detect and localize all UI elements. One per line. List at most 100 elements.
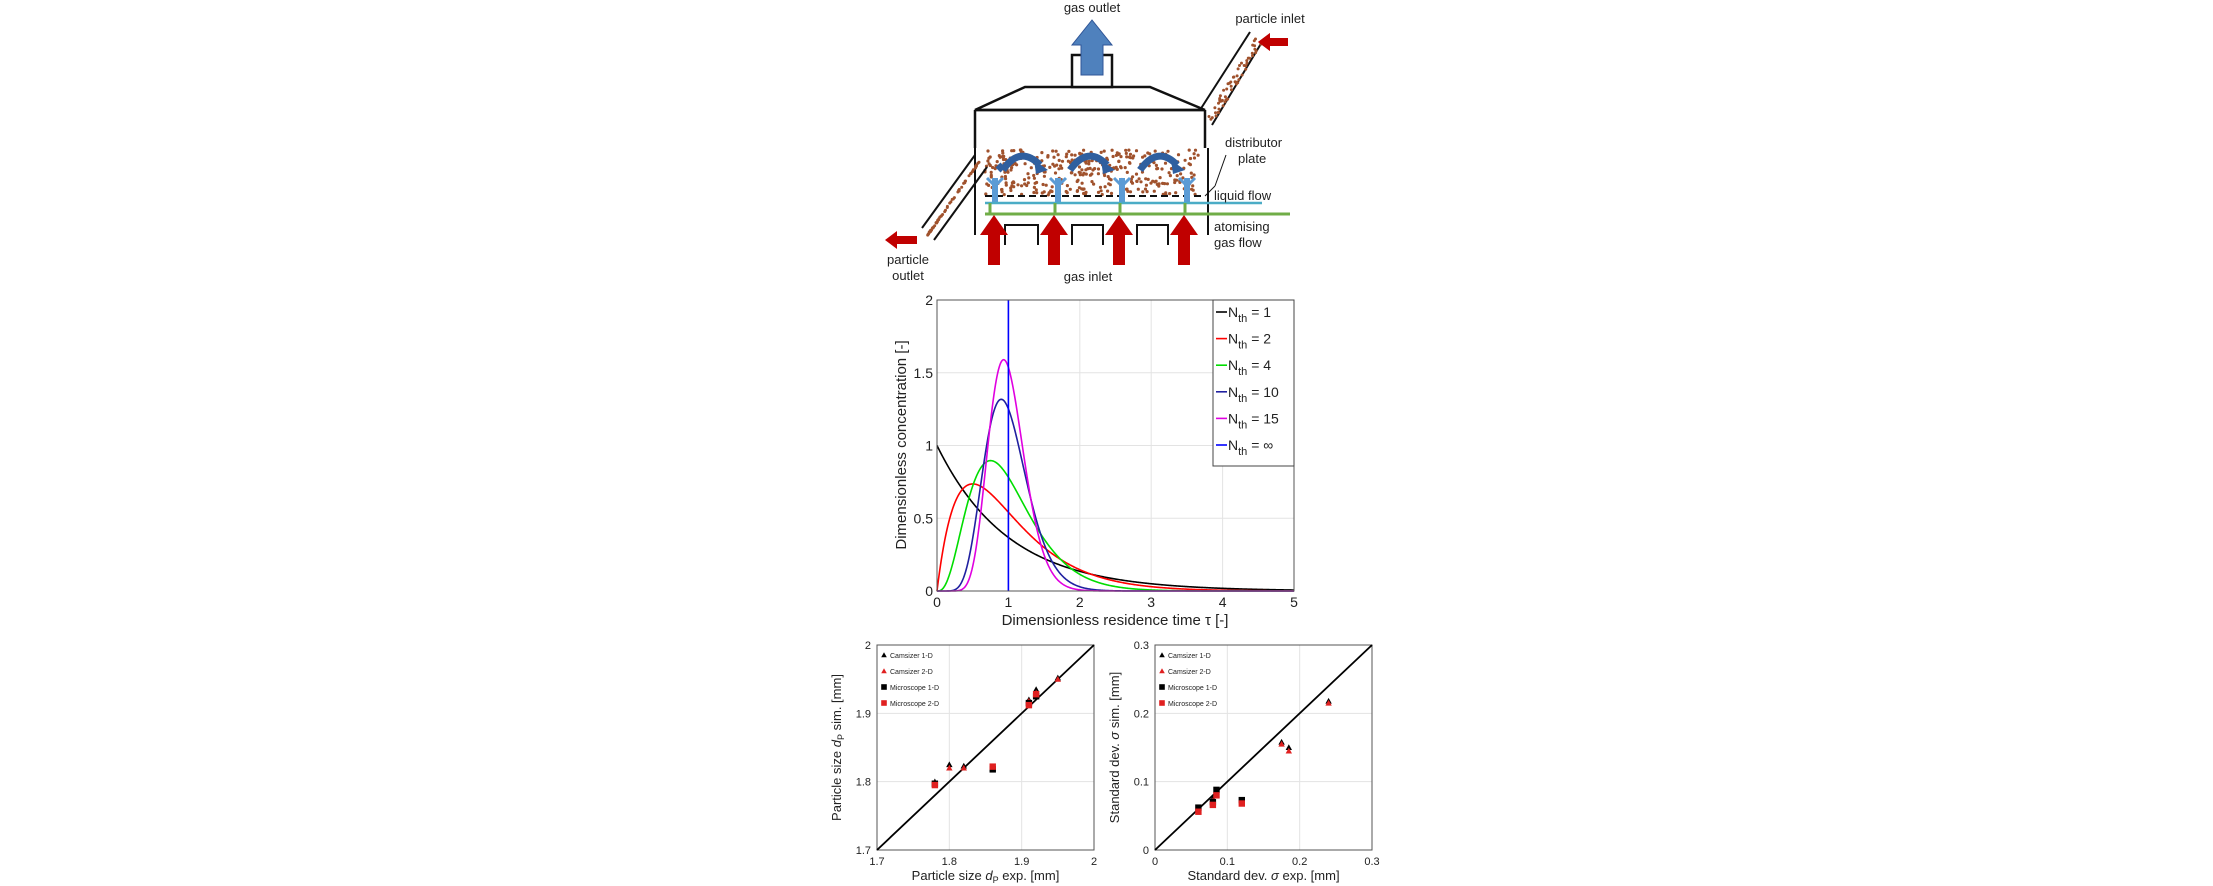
particle-dot [1084, 172, 1088, 176]
particle-dot [1124, 187, 1128, 191]
particle-dot [1046, 193, 1050, 197]
particle-dot [1067, 149, 1071, 153]
particle-dot [1193, 148, 1198, 152]
particle-dot [1042, 190, 1046, 194]
particle-dot [1253, 47, 1257, 51]
particle-dot [1064, 155, 1068, 159]
particle-dot [1192, 173, 1196, 177]
particle-dot [1082, 171, 1086, 175]
rtd-legend-box [1212, 299, 1295, 467]
particle-dot [927, 230, 931, 234]
particle-dot [1032, 190, 1036, 195]
psize-legend-entry: Camsizer 2-D [890, 669, 933, 676]
particle-dot [937, 218, 941, 222]
particle-dot [1209, 117, 1213, 121]
particle-dot [1127, 148, 1131, 152]
particle-dot [1053, 171, 1058, 175]
particle-dot [1064, 189, 1068, 194]
psize-point-camsizer-2-d [1054, 675, 1062, 682]
psize-legend-entry: Camsizer 1-D [890, 653, 933, 660]
psize-x-tick-label: 1.7 [869, 856, 884, 868]
stddev-point-microscope-2-d [1195, 808, 1202, 815]
particle-dot [1187, 162, 1191, 166]
rtd-x-axis-title: Dimensionless residence time τ [-] [1002, 612, 1229, 629]
particle-dot [1096, 172, 1100, 176]
particle-dot [1123, 166, 1127, 170]
particle-dot [1164, 191, 1168, 195]
stddev-legend-entry: Camsizer 1-D [1168, 653, 1211, 660]
particle-dot [1002, 193, 1006, 197]
stddev-y-axis-title: Standard dev. σ sim. [mm] [1107, 672, 1122, 823]
stddev-legend-entry: Microscope 2-D [1168, 701, 1217, 708]
particle-dot [973, 166, 977, 170]
particle-dot [1131, 175, 1135, 179]
psize-point-camsizer-1-d [946, 761, 953, 768]
psize-legend-marker [881, 668, 887, 674]
particle-dot [1023, 182, 1027, 186]
particle-dot [1217, 107, 1221, 111]
particle-dot [1155, 167, 1159, 171]
particle-dot [1060, 159, 1065, 163]
particle-dot [1196, 153, 1200, 157]
particle-dot [949, 200, 953, 204]
particle-dot [1060, 166, 1064, 170]
particle-dot [1176, 153, 1181, 157]
stddev-point-camsizer-2-d [1278, 740, 1285, 747]
particle-dot [1167, 171, 1171, 175]
particle-dot [1254, 37, 1257, 41]
particle-dot [1192, 152, 1196, 156]
particle-dot [1181, 176, 1185, 180]
particle-dot [1145, 190, 1149, 194]
particle-dot [1040, 151, 1044, 155]
particle-dot [997, 154, 1001, 158]
particle-dot [1163, 182, 1167, 186]
stddev-y-tick-label: 0 [1143, 845, 1149, 857]
stddev-x-tick-label: 0.2 [1292, 856, 1307, 868]
particle-dot [1174, 191, 1178, 195]
particle-dot [1168, 192, 1172, 196]
particle-dot [945, 206, 949, 209]
particle-dot [1084, 190, 1088, 194]
particle-dot [1245, 59, 1249, 63]
particle-dot [984, 164, 989, 168]
particle-outlet-arrow-icon [895, 236, 917, 244]
particle-dot [1078, 173, 1082, 177]
chamber-lid [974, 85, 1206, 112]
particle-dot [1115, 167, 1119, 171]
spray-nozzles [985, 176, 1197, 203]
particle-dot [1099, 150, 1103, 154]
particle-dot [1082, 187, 1086, 191]
rtd-y-axis-title: Dimensionless concentration [-] [893, 340, 910, 549]
psize-x-tick-label: 2 [1091, 856, 1097, 868]
particle-dot [1173, 178, 1177, 182]
particle-dot [1032, 176, 1036, 180]
particle-dot [1075, 179, 1079, 184]
stddev-legend-entry: Camsizer 2-D [1168, 669, 1211, 676]
particle-dot [932, 225, 936, 229]
particle-dot [1077, 170, 1081, 174]
particle-dot [1073, 173, 1077, 177]
rtd-legend-entry: Nth = ∞ [1228, 437, 1273, 458]
rtd-x-tick-label: 3 [1147, 594, 1155, 610]
particle-dot [1029, 166, 1033, 170]
distributor-plate-label-2: plate [1238, 151, 1266, 166]
stddev-legend-marker [1159, 684, 1165, 690]
particle-dot [1042, 174, 1046, 178]
particle-dot [1110, 148, 1114, 152]
particle-dot [1077, 165, 1082, 169]
particle-dot [1236, 67, 1240, 71]
particle-dot [1098, 185, 1103, 189]
particle-dot [1090, 180, 1094, 184]
particle-bed [983, 148, 1200, 197]
particle-dot [1119, 155, 1123, 159]
particle-dot [1115, 151, 1119, 155]
particle-dot [1106, 189, 1110, 193]
stddev-legend-marker [1159, 700, 1165, 706]
particle-dot [1096, 190, 1101, 194]
rtd-legend-entry: Nth = 4 [1228, 357, 1271, 378]
particle-dot [1084, 168, 1088, 172]
particle-dot [1001, 157, 1006, 162]
particle-dot [1103, 185, 1107, 189]
particle-dot [1132, 154, 1136, 158]
